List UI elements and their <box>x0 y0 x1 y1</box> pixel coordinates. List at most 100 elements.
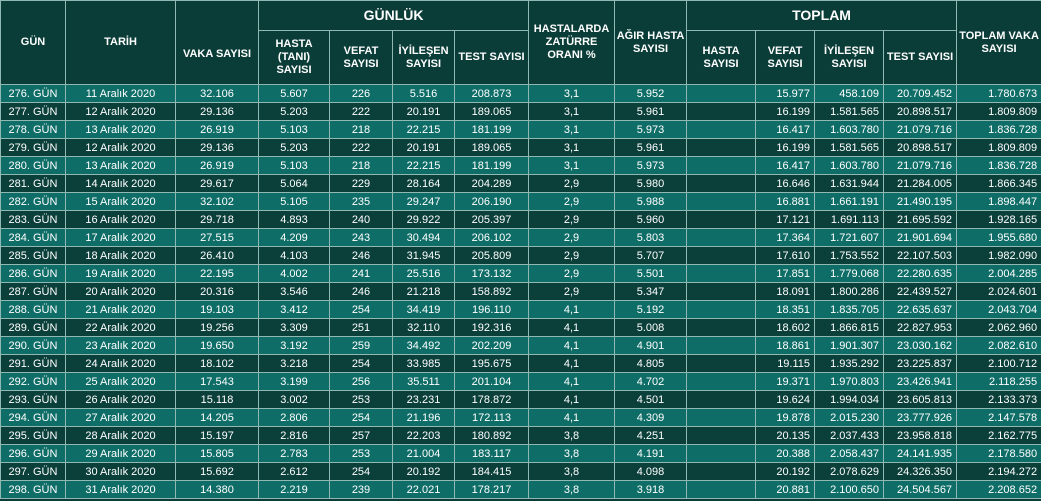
cell-toplam-vaka: 2.133.373 <box>956 390 1041 409</box>
cell-test: 181.199 <box>453 156 530 175</box>
cell-toplam-hasta <box>686 156 757 175</box>
cell-iyilesen: 34.492 <box>392 336 455 355</box>
header-toplam-hasta: HASTA SAYISI <box>686 30 757 85</box>
table-row: 292. GÜN 25 Aralık 2020 17.543 3.199 256 35.5… <box>0 372 1041 391</box>
cell-toplam-test: 24.504.567 <box>883 480 958 499</box>
cell-toplam-test: 23.030.162 <box>883 336 958 355</box>
header-vaka-sayisi: VAKA SAYISI <box>175 0 259 85</box>
cell-vefat: 235 <box>329 192 393 211</box>
cell-gun: 291. GÜN <box>0 354 66 373</box>
cell-vaka-sayisi: 29.718 <box>175 210 259 229</box>
cell-agir-hasta: 5.961 <box>614 138 688 157</box>
cell-vefat: 218 <box>329 156 393 175</box>
cell-hasta-tani: 4.103 <box>258 246 330 265</box>
cell-zaturre-orani: 3,8 <box>528 462 616 481</box>
cell-zaturre-orani: 2,9 <box>528 264 616 283</box>
header-tarih: TARİH <box>65 0 176 85</box>
cell-vefat: 246 <box>329 282 393 301</box>
cell-test: 172.113 <box>453 408 530 427</box>
cell-tarih: 28 Aralık 2020 <box>65 426 176 445</box>
cell-toplam-vaka: 2.118.255 <box>956 372 1041 391</box>
cell-test: 189.065 <box>453 138 530 157</box>
cell-test: 206.102 <box>453 228 530 247</box>
cell-iyilesen: 32.110 <box>392 318 455 337</box>
cell-zaturre-orani: 3,1 <box>528 84 616 103</box>
table-row: 295. GÜN 28 Aralık 2020 15.197 2.816 257 22.2… <box>0 426 1041 445</box>
cell-toplam-hasta <box>686 228 757 247</box>
cell-zaturre-orani: 4,1 <box>528 300 616 319</box>
cell-vefat: 243 <box>329 228 393 247</box>
cell-toplam-hasta <box>686 336 757 355</box>
cell-hasta-tani: 3.546 <box>258 282 330 301</box>
cell-toplam-test: 21.079.716 <box>883 156 958 175</box>
cell-toplam-vefat: 19.115 <box>755 354 816 373</box>
cell-toplam-test: 23.605.813 <box>883 390 958 409</box>
cell-vaka-sayisi: 14.380 <box>175 480 259 499</box>
cell-vaka-sayisi: 15.118 <box>175 390 259 409</box>
cell-test: 181.199 <box>453 120 530 139</box>
cell-toplam-hasta <box>686 120 757 139</box>
cell-zaturre-orani: 3,1 <box>528 120 616 139</box>
cell-toplam-vaka: 2.004.285 <box>956 264 1041 283</box>
cell-vaka-sayisi: 26.919 <box>175 120 259 139</box>
cell-toplam-hasta <box>686 264 757 283</box>
cell-toplam-hasta <box>686 174 757 193</box>
cell-gun: 284. GÜN <box>0 228 66 247</box>
table-row: 282. GÜN 15 Aralık 2020 32.102 5.105 235 29.2… <box>0 192 1041 211</box>
cell-iyilesen: 33.985 <box>392 354 455 373</box>
cell-iyilesen: 5.516 <box>392 84 455 103</box>
cell-toplam-vaka: 2.147.578 <box>956 408 1041 427</box>
cell-agir-hasta: 5.980 <box>614 174 688 193</box>
cell-zaturre-orani: 2,9 <box>528 246 616 265</box>
cell-vefat: 254 <box>329 300 393 319</box>
cell-vefat: 256 <box>329 372 393 391</box>
cell-hasta-tani: 3.199 <box>258 372 330 391</box>
cell-gun: 293. GÜN <box>0 390 66 409</box>
cell-toplam-vaka: 2.194.272 <box>956 462 1041 481</box>
cell-toplam-iyilesen: 1.581.565 <box>814 138 885 157</box>
cell-toplam-test: 21.901.694 <box>883 228 958 247</box>
cell-toplam-iyilesen: 1.721.607 <box>814 228 885 247</box>
cell-test: 184.415 <box>453 462 530 481</box>
cell-gun: 297. GÜN <box>0 462 66 481</box>
cell-hasta-tani: 3.192 <box>258 336 330 355</box>
cell-hasta-tani: 5.203 <box>258 138 330 157</box>
cell-zaturre-orani: 4,1 <box>528 408 616 427</box>
cell-iyilesen: 22.215 <box>392 156 455 175</box>
cell-toplam-vefat: 18.351 <box>755 300 816 319</box>
cell-toplam-hasta <box>686 462 757 481</box>
cell-toplam-vefat: 16.199 <box>755 138 816 157</box>
table-row: 287. GÜN 20 Aralık 2020 20.316 3.546 246 21.2… <box>0 282 1041 301</box>
cell-test: 178.217 <box>453 480 530 499</box>
cell-toplam-iyilesen: 1.835.705 <box>814 300 885 319</box>
cell-toplam-vaka: 1.836.728 <box>956 120 1041 139</box>
cell-test: 195.675 <box>453 354 530 373</box>
cell-hasta-tani: 2.783 <box>258 444 330 463</box>
cell-toplam-vefat: 20.881 <box>755 480 816 499</box>
cell-iyilesen: 31.945 <box>392 246 455 265</box>
cell-toplam-vefat: 16.646 <box>755 174 816 193</box>
cell-toplam-hasta <box>686 300 757 319</box>
cell-toplam-iyilesen: 2.100.650 <box>814 480 885 499</box>
cell-tarih: 30 Aralık 2020 <box>65 462 176 481</box>
cell-toplam-hasta <box>686 282 757 301</box>
cell-toplam-iyilesen: 1.901.307 <box>814 336 885 355</box>
cell-vefat: 254 <box>329 354 393 373</box>
cell-hasta-tani: 3.002 <box>258 390 330 409</box>
cell-toplam-vaka: 1.780.673 <box>956 84 1041 103</box>
cell-toplam-test: 23.777.926 <box>883 408 958 427</box>
table-body: 276. GÜN 11 Aralık 2020 32.106 5.607 226 5.51… <box>0 84 1041 499</box>
cell-agir-hasta: 4.805 <box>614 354 688 373</box>
table-row: 276. GÜN 11 Aralık 2020 32.106 5.607 226 5.51… <box>0 84 1041 103</box>
cell-toplam-iyilesen: 1.970.803 <box>814 372 885 391</box>
cell-gun: 276. GÜN <box>0 84 66 103</box>
cell-toplam-vaka: 2.208.652 <box>956 480 1041 499</box>
cell-agir-hasta: 5.707 <box>614 246 688 265</box>
cell-toplam-vefat: 18.602 <box>755 318 816 337</box>
cell-hasta-tani: 2.612 <box>258 462 330 481</box>
cell-tarih: 31 Aralık 2020 <box>65 480 176 499</box>
cell-test: 173.132 <box>453 264 530 283</box>
cell-zaturre-orani: 3,1 <box>528 138 616 157</box>
cell-tarih: 18 Aralık 2020 <box>65 246 176 265</box>
cell-toplam-test: 24.141.935 <box>883 444 958 463</box>
